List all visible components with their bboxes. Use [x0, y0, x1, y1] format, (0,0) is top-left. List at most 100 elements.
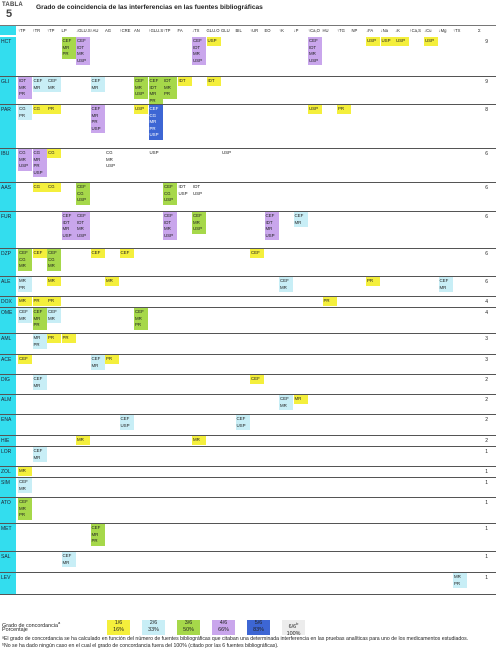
table-row: ENA CEF USP CEF USP 2 [0, 415, 496, 436]
legend-swatch: 4/6 66% [212, 620, 235, 635]
source-cell: CEF MR [90, 77, 105, 92]
column-header: AG [105, 28, 112, 33]
table-row: AML MR PR PR PR 3 [0, 334, 496, 355]
source-cell: IDT USP [178, 184, 188, 196]
drug-code: LOR [0, 447, 16, 466]
source-cell: USP [395, 37, 409, 46]
source-cell: CEF MR [90, 355, 105, 370]
row-sum: 9 [485, 79, 488, 85]
row-sum: 1 [485, 526, 488, 532]
source-cell: CEF USP [119, 415, 134, 430]
legend-percent: 83% [253, 627, 264, 633]
source-cell: MR PR [18, 277, 32, 292]
table-row: FUR CEF IDT MR USP CEF IDT MR USP CEF IDT M… [0, 212, 496, 249]
row-sum: 8 [485, 107, 488, 113]
drug-code: FUR [0, 212, 16, 248]
table-row: LEV MR PR 1 [0, 573, 496, 595]
source-cell: IDT [206, 77, 221, 86]
column-header: ↑TP [163, 28, 171, 33]
drug-code: MET [0, 524, 16, 551]
row-sum: 2 [485, 438, 488, 444]
column-header: ↑TP [47, 28, 55, 33]
source-cell: CG PR [18, 105, 32, 120]
source-cell: MR PR [32, 334, 47, 349]
table-row: IBU CG MR USP CG MR PR USP CG CG MR USP USP US… [0, 149, 496, 183]
source-cell: USP [380, 37, 395, 46]
source-cell: CEF MR PR [134, 308, 148, 330]
source-cell: CEF IDT MR USP [308, 37, 322, 65]
source-cell: MR [47, 277, 61, 286]
source-cell: IDT [177, 77, 192, 86]
row-sum: 1 [485, 449, 488, 455]
source-cell: PR [47, 105, 61, 114]
source-cell: CEF MR PR [18, 498, 32, 520]
column-header: ↑AU [90, 28, 99, 33]
source-cell: USP [366, 37, 380, 46]
column-header: ↑TG [337, 28, 345, 33]
table-row: AAS CG CG CEF CG USP CEF CG USP IDT USP IDT US… [0, 183, 496, 212]
row-sum: 6 [485, 151, 488, 157]
table-row: DOX MR PR PR PR 4 [0, 297, 496, 308]
source-cell: CEF MR PR USP [90, 105, 105, 133]
drug-code: DIG [0, 375, 16, 394]
drug-code: HIE [0, 436, 16, 446]
row-sum: 3 [485, 336, 488, 342]
table-number-block: TABLA 5 [2, 2, 26, 24]
source-cell: CEF MR [47, 308, 61, 323]
drug-code: ATO [0, 498, 16, 523]
table-row: SIM CEF MR 1 [0, 478, 496, 498]
source-cell: CEF CG USP [76, 183, 90, 205]
column-header: ↑TX [453, 28, 461, 33]
source-cell: PR [366, 277, 380, 286]
drug-code: AAS [0, 183, 16, 211]
column-header: ↑GLU.S [148, 28, 164, 33]
source-cell: CEF MR [293, 212, 308, 227]
source-cell: CEF IDT MR USP [192, 37, 206, 65]
source-cell: CG MR PR USP [32, 149, 47, 177]
source-cell: CG MR USP [106, 150, 116, 168]
row-sum: 2 [485, 377, 488, 383]
column-header-row: ↑TP ↑TR ↑TP LP ↓GLU.S ↑AU AG ↑CRE AN ↑GLU.S ↑TP FA ↓… [0, 26, 496, 35]
source-cell: CEF [250, 375, 264, 384]
source-cell: CEF IDT MR USP [61, 212, 76, 240]
source-cell: USP [222, 150, 232, 155]
source-cell: USP [149, 150, 159, 155]
legend-swatch: 2/6 33% [142, 620, 165, 635]
source-cell: CEF MR PR [61, 37, 76, 59]
drug-code: DOX [0, 297, 16, 307]
table-row: ATO CEF MR PR 1 [0, 498, 496, 524]
column-header: BIL [235, 28, 242, 33]
table-title: Grado de coincidencia de las interferenc… [36, 4, 263, 11]
legend-fraction: 6/6b [288, 621, 299, 630]
column-header: ↓FA [366, 28, 374, 33]
source-cell: PR [47, 334, 61, 343]
table-row: MET CEF MR PR 1 [0, 524, 496, 552]
legend-swatch: 6/6b 100% [282, 620, 305, 637]
source-cell: CEF MR PR [90, 524, 105, 546]
source-cell: CEF IDT MR USP [163, 212, 177, 240]
column-header: ↓TX [192, 28, 200, 33]
source-cell: MR [293, 395, 308, 404]
column-header: ↓K [395, 28, 400, 33]
source-cell: CEF MR USP [192, 212, 206, 234]
column-header: ↑TR [32, 28, 41, 33]
table-row: ALM CEF MR MR 2 [0, 395, 496, 415]
drug-code: IBU [0, 149, 16, 182]
column-header: GLU.O [206, 28, 220, 33]
source-cell: CEF MR USP [134, 77, 148, 99]
column-header: NP [351, 28, 358, 33]
legend-percent-label: Porcentaje [2, 627, 28, 633]
legend-percent: 50% [183, 627, 194, 633]
source-cell: CEF [119, 249, 134, 258]
source-cell: CEF MR [32, 447, 47, 462]
source-cell: CG [47, 149, 61, 158]
legend-swatch: 5/6 83% [247, 620, 270, 635]
source-cell: IDT MR PR [163, 77, 177, 99]
source-cell: MR [192, 436, 206, 445]
top-rule [0, 25, 496, 26]
source-cell: CG MR USP [18, 149, 32, 171]
column-header: GLU [221, 28, 230, 33]
column-header: ↓Na [380, 28, 388, 33]
source-cell: CEF MR [279, 277, 293, 292]
row-sum: 6 [485, 214, 488, 220]
